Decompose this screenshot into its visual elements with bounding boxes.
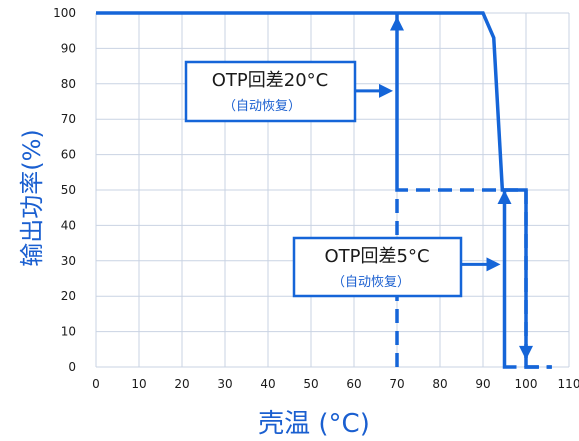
callout-5-subtitle: （自动恢复） — [332, 275, 410, 290]
callout-arrows — [356, 83, 501, 272]
callout-20-box — [184, 60, 357, 123]
plot-arrows — [390, 16, 533, 360]
x-tick-label-9: 90 — [475, 377, 490, 391]
y-tick-labels: 0 10 20 30 40 50 60 70 80 90 100 — [53, 6, 76, 374]
y-tick-label-3: 30 — [61, 254, 76, 268]
y-tick-label-10: 100 — [53, 6, 76, 20]
callout-20: OTP回差20°C （自动恢复） — [184, 60, 357, 123]
x-axis-title: 壳温 (°C) — [258, 409, 370, 439]
y-tick-label-1: 10 — [61, 325, 76, 339]
x-tick-label-1: 10 — [131, 377, 146, 391]
y-tick-label-0: 0 — [68, 360, 76, 374]
y-tick-label-8: 80 — [61, 77, 76, 91]
callout-20-title: OTP回差20°C — [212, 70, 329, 91]
y-tick-label-9: 90 — [61, 41, 76, 55]
y-axis-title: 输出功率(%) — [18, 129, 46, 267]
arrow-up-70 — [390, 16, 404, 31]
series-line-2 — [502, 190, 552, 369]
x-tick-label-2: 20 — [174, 377, 189, 391]
x-tick-label-4: 40 — [260, 377, 275, 391]
y-tick-label-7: 70 — [61, 112, 76, 126]
x-tick-label-11: 110 — [558, 377, 579, 391]
callout-5: OTP回差5°C （自动恢复） — [292, 236, 463, 298]
callout-5-box — [292, 236, 463, 298]
arrow-up-95 — [497, 190, 512, 204]
callout-5-title: OTP回差5°C — [324, 246, 429, 267]
callout-20-pointer-head — [379, 83, 393, 98]
y-tick-label-5: 50 — [61, 183, 76, 197]
y-tick-label-4: 40 — [61, 218, 76, 232]
x-tick-labels: 0 10 20 30 40 50 60 70 80 90 100 110 — [92, 377, 579, 391]
x-tick-label-3: 30 — [217, 377, 232, 391]
x-tick-label-5: 50 — [303, 377, 318, 391]
x-tick-label-8: 80 — [432, 377, 447, 391]
y-tick-label-2: 20 — [61, 289, 76, 303]
x-tick-label-0: 0 — [92, 377, 100, 391]
callout-20-subtitle: （自动恢复） — [223, 99, 301, 114]
arrow-down-100 — [519, 345, 533, 360]
y-tick-label-6: 60 — [61, 148, 76, 162]
x-tick-label-7: 70 — [389, 377, 404, 391]
x-tick-label-6: 60 — [346, 377, 361, 391]
callout-5-pointer-head — [486, 257, 501, 272]
x-tick-label-10: 100 — [515, 377, 538, 391]
plot-series — [96, 11, 552, 369]
